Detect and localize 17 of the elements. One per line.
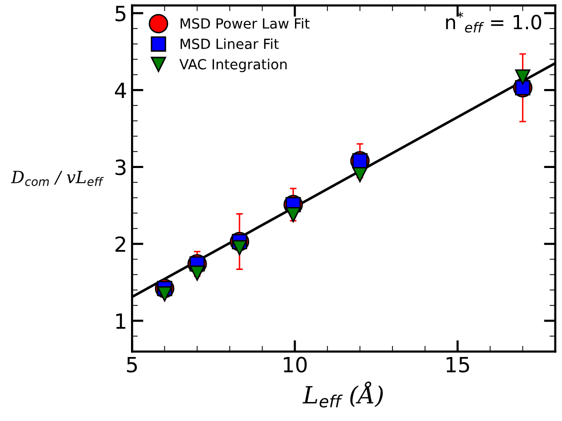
x-tick-label: 5 [127, 357, 137, 373]
y-tick-label: 3 [116, 159, 126, 176]
point [515, 69, 530, 85]
legend-label: VAC Integration [179, 58, 287, 72]
y-tick-label: 5 [116, 6, 126, 22]
point [190, 265, 205, 281]
legend-label: MSD Power Law Fit [180, 18, 310, 29]
x-tick-label: 15 [446, 357, 470, 373]
y-axis-title: D$_{com}$ / vL$_{eff}$ [10, 170, 104, 186]
y-tick-label: 4 [114, 82, 126, 98]
y-tick-label: 2 [115, 236, 126, 252]
x-axis-title: L$_{eff}$ (Å) [302, 381, 383, 408]
point [286, 207, 301, 222]
y-tick-label: 1 [116, 314, 126, 329]
point [352, 167, 368, 182]
x-tick-label: 10 [284, 356, 307, 373]
legend-label: MSD Linear Fit [180, 38, 279, 50]
